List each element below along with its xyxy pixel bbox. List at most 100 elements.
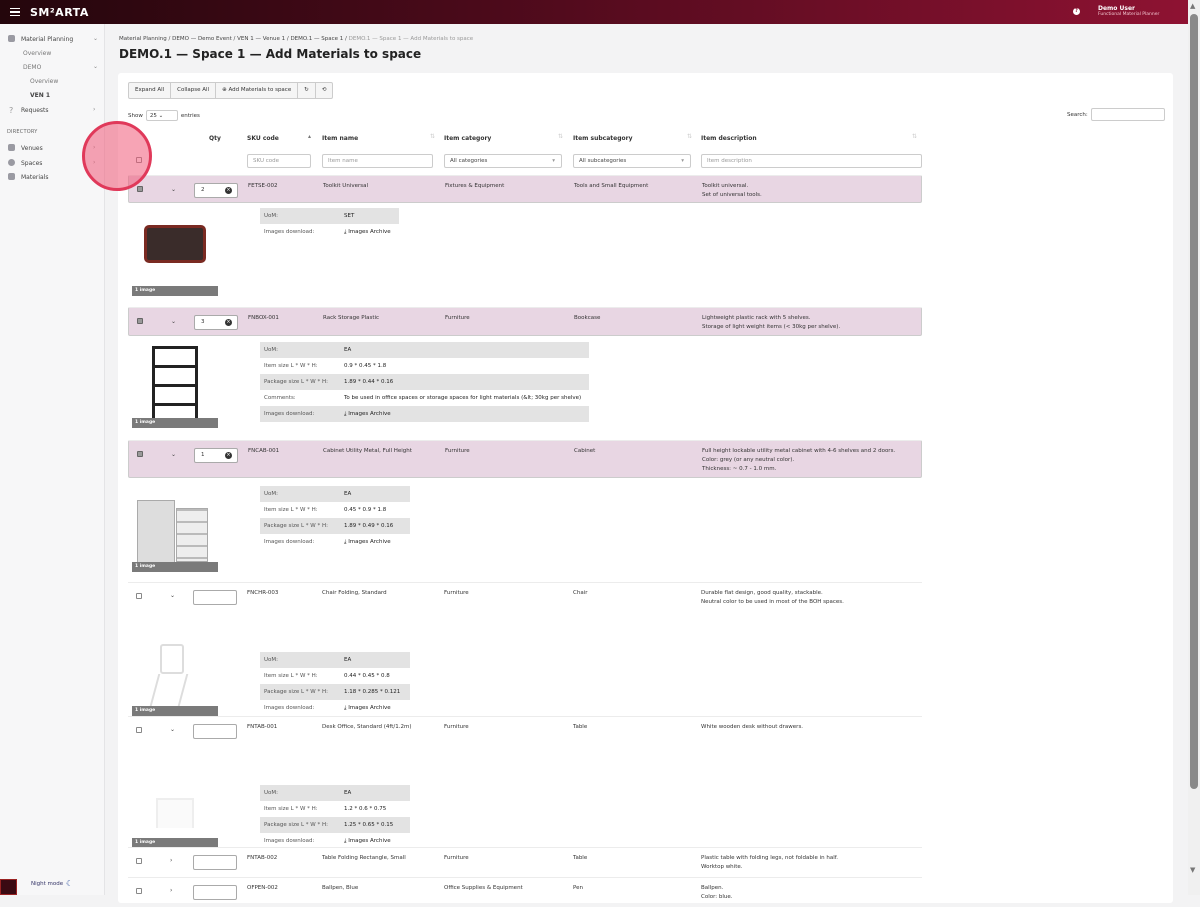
table-row[interactable]: ⌄ 1 × FNCAB-001 Cabinet Utility Metal, Fu… <box>128 440 922 478</box>
page-size-select[interactable]: 25 ⌄ <box>145 110 178 121</box>
chevron-right-icon[interactable]: › <box>93 106 96 113</box>
toolbar: Expand All Collapse All ⊕ Add Materials … <box>128 82 334 99</box>
table-row[interactable]: › FNTAB-002 Table Folding Rectangle, Sma… <box>128 847 922 877</box>
scrollbar[interactable]: ▲ ▼ <box>1188 0 1200 895</box>
detail-value: 1.89 * 0.44 * 0.16 <box>344 379 394 385</box>
sidebar-item-demo[interactable]: DEMO <box>23 64 42 71</box>
moon-icon[interactable]: ☾ <box>66 879 74 888</box>
chevron-right-icon[interactable]: › <box>170 887 173 894</box>
column-header-name[interactable]: Item name <box>322 135 359 142</box>
images-archive-link[interactable]: ⤓ Images Archive <box>344 534 399 550</box>
add-materials-button[interactable]: ⊕ Add Materials to space <box>216 83 299 98</box>
qty-input[interactable]: 3 × <box>194 315 238 330</box>
images-archive-link[interactable]: ⤓ Images Archive <box>344 224 399 240</box>
sku-cell: FNTAB-002 <box>247 855 278 861</box>
qty-input[interactable] <box>193 855 237 870</box>
breadcrumb-item[interactable]: DEMO — Demo Event <box>172 36 232 42</box>
sort-icon[interactable]: ⇅ <box>687 133 693 140</box>
detail-label: Package size L * W * H: <box>264 523 328 529</box>
table-row[interactable]: ⌄ 2 × FETSE-002 Toolkit Universal Fixture… <box>128 175 922 203</box>
subcategory-filter-select[interactable]: All subcategories ▾ <box>573 154 691 168</box>
sidebar-item-ven1[interactable]: VEN 1 <box>30 92 51 99</box>
chevron-down-icon[interactable]: ⌄ <box>171 451 177 458</box>
product-image[interactable] <box>132 488 218 566</box>
qty-input[interactable] <box>193 885 237 900</box>
row-checkbox[interactable] <box>136 858 142 864</box>
sku-filter-input[interactable]: SKU code <box>247 154 311 168</box>
category-filter-select[interactable]: All categories ▾ <box>444 154 562 168</box>
breadcrumb-item[interactable]: VEN 1 — Venue 1 <box>237 36 286 42</box>
column-header-subcategory[interactable]: Item subcategory <box>573 135 633 142</box>
sidebar-item-material-planning[interactable]: Material Planning <box>21 36 74 43</box>
breadcrumb-item[interactable]: Material Planning <box>119 36 167 42</box>
user-name: Demo User <box>1098 5 1135 12</box>
scroll-up-icon[interactable]: ▲ <box>1190 2 1196 10</box>
images-archive-link[interactable]: ⤓ Images Archive <box>344 833 399 849</box>
sidebar-item-overview[interactable]: Overview <box>23 50 52 57</box>
clear-qty-icon[interactable]: × <box>225 452 232 459</box>
details-table: UoM: EA Item size L * W * H: 0.9 * 0.45 * 1… <box>260 342 590 422</box>
product-image[interactable] <box>132 213 218 283</box>
sort-icon[interactable]: ⇅ <box>430 133 436 140</box>
qty-input[interactable] <box>193 724 237 739</box>
subcategory-cell: Table <box>573 724 588 730</box>
reset-button[interactable]: ⟲ <box>321 87 327 93</box>
help-icon[interactable]: ? <box>1073 8 1080 15</box>
clear-qty-icon[interactable]: × <box>225 187 232 194</box>
sidebar-item-spaces[interactable]: Spaces <box>21 160 43 167</box>
description-cell: White wooden desk without drawers. <box>701 724 804 730</box>
row-checkbox[interactable] <box>137 318 143 324</box>
chevron-down-icon[interactable]: ⌄ <box>171 318 177 325</box>
row-checkbox[interactable] <box>136 727 142 733</box>
product-image[interactable] <box>132 340 218 426</box>
night-mode-toggle[interactable]: Night mode <box>31 881 64 887</box>
chevron-down-icon[interactable]: ⌄ <box>170 726 176 733</box>
sidebar-item-venues[interactable]: Venues <box>21 145 43 152</box>
collapse-all-button[interactable]: Collapse All <box>171 83 217 98</box>
venues-icon <box>8 144 15 151</box>
name-filter-input[interactable]: Item name <box>322 154 433 168</box>
product-image[interactable] <box>132 626 218 706</box>
sidebar-item-materials[interactable]: Materials <box>21 174 49 181</box>
qty-input[interactable]: 2 × <box>194 183 238 198</box>
chevron-down-icon[interactable]: ⌄ <box>171 186 177 193</box>
table-row[interactable]: ⌄ 3 × FNBOX-001 Rack Storage Plastic Furn… <box>128 307 922 336</box>
user-menu[interactable]: Demo User Functional Material Planner <box>1098 5 1159 17</box>
row-checkbox[interactable] <box>136 593 142 599</box>
chevron-right-icon[interactable]: › <box>170 857 173 864</box>
images-archive-link[interactable]: ⤓ Images Archive <box>344 406 399 422</box>
sidebar-item-requests[interactable]: Requests <box>21 107 49 114</box>
chevron-down-icon[interactable]: ⌄ <box>170 592 176 599</box>
refresh-button[interactable]: ↻ <box>298 83 316 98</box>
column-header-qty[interactable]: Qty <box>209 135 221 142</box>
images-archive-link[interactable]: ⤓ Images Archive <box>344 700 399 716</box>
logo[interactable]: SM²ARTA <box>30 5 89 19</box>
qty-input[interactable]: 1 × <box>194 448 238 463</box>
column-header-category[interactable]: Item category <box>444 135 492 142</box>
expand-all-button[interactable]: Expand All <box>129 83 172 98</box>
column-header-description[interactable]: Item description <box>701 135 757 142</box>
chevron-down-icon[interactable]: ⌄ <box>93 35 99 42</box>
row-checkbox[interactable] <box>137 451 143 457</box>
scrollbar-thumb[interactable] <box>1190 14 1198 789</box>
table-row[interactable]: ⌄ FNTAB-001 Desk Office, Standard (4ft/1… <box>128 716 922 750</box>
clear-qty-icon[interactable]: × <box>225 319 232 326</box>
sort-icon[interactable]: ⇅ <box>558 133 564 140</box>
search-input[interactable] <box>1090 108 1165 121</box>
scroll-down-icon[interactable]: ▼ <box>1190 866 1196 874</box>
sort-asc-icon[interactable]: ▴ <box>308 133 312 140</box>
sort-icon[interactable]: ⇅ <box>912 133 918 140</box>
menu-icon[interactable] <box>10 8 20 16</box>
description-filter-input[interactable]: Item description <box>701 154 922 168</box>
row-checkbox[interactable] <box>136 888 142 894</box>
chevron-down-icon[interactable]: ⌄ <box>93 63 99 70</box>
sidebar-item-demo-overview[interactable]: Overview <box>30 78 59 85</box>
product-image[interactable] <box>132 760 218 830</box>
table-row[interactable]: › OFPEN-002 Ballpen, Blue Office Supplie… <box>128 877 922 907</box>
row-checkbox[interactable] <box>137 186 143 192</box>
download-icon: ⤓ <box>344 229 349 235</box>
qty-input[interactable] <box>193 590 237 605</box>
table-row[interactable]: ⌄ FNCHR-003 Chair Folding, Standard Furn… <box>128 582 922 616</box>
column-header-sku[interactable]: SKU code <box>247 135 279 142</box>
breadcrumb-item[interactable]: DEMO.1 — Space 1 <box>290 36 344 42</box>
